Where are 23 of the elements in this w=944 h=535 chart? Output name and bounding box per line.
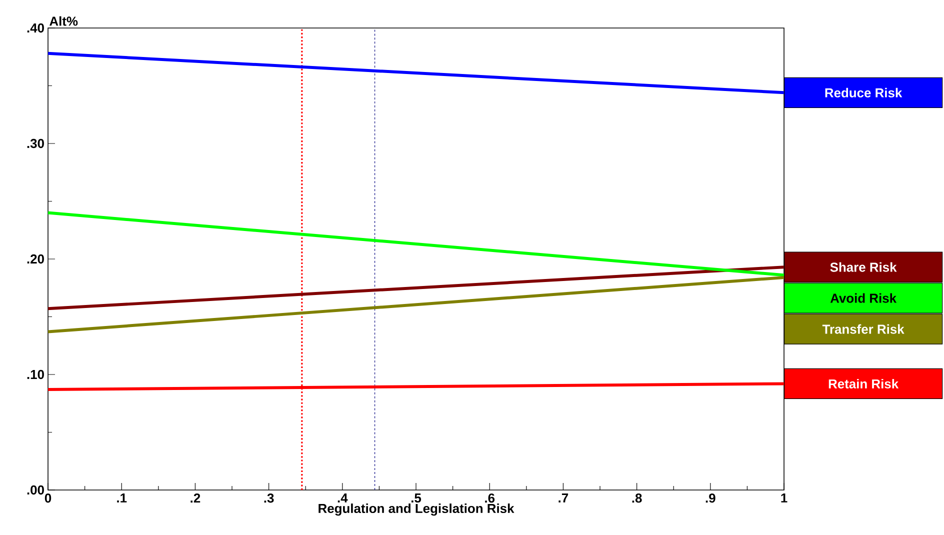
x-tick-label: .7 [558,494,568,502]
text: Reduce Risk [825,88,902,98]
y-tick-label: .30 [27,138,44,148]
text: Avoid Risk [830,293,897,303]
y-tick-label: .40 [27,23,44,33]
y-tick-label: .10 [27,370,44,380]
text: Transfer Risk [822,324,904,334]
text: Share Risk [830,262,897,272]
x-tick-label: .5 [411,494,422,503]
x-tick-label: .4 [338,494,348,502]
text: Retain Risk [828,378,899,388]
y-axis-title: Alt% [50,16,78,26]
x-tick-label: .1 [117,494,127,502]
x-tick-label: .6 [485,494,495,503]
y-tick-label: .20 [27,254,44,264]
y-tick-label: .00 [27,485,44,495]
x-tick-label: .2 [190,494,200,503]
x-tick-label: .8 [632,494,642,503]
x-tick-label: .9 [706,494,716,503]
x-axis-title: Regulation and Legislation Risk [318,504,514,516]
x-tick-label: 0 [44,494,52,503]
x-tick-label: 1 [781,494,788,502]
x-tick-label: .3 [264,494,274,503]
